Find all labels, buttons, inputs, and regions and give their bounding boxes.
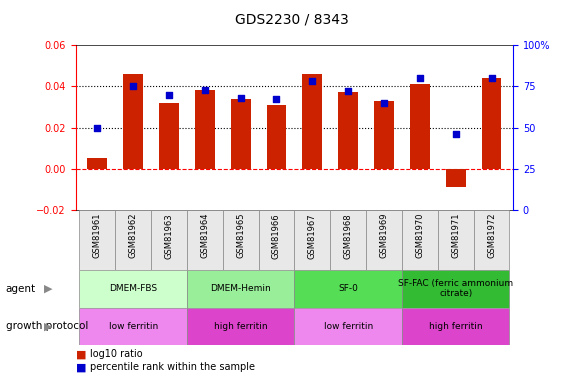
Text: GSM81967: GSM81967	[308, 213, 317, 259]
Text: log10 ratio: log10 ratio	[90, 350, 143, 359]
Bar	[374, 101, 394, 169]
Text: ■: ■	[76, 363, 86, 372]
Text: ▶: ▶	[44, 321, 52, 331]
Point	[487, 75, 496, 81]
Bar	[266, 105, 286, 169]
Text: SF-FAC (ferric ammonium
citrate): SF-FAC (ferric ammonium citrate)	[398, 279, 513, 298]
Bar	[294, 308, 402, 345]
Point	[272, 96, 281, 102]
Point	[236, 95, 245, 101]
Bar	[259, 210, 294, 270]
Text: GSM81965: GSM81965	[236, 213, 245, 258]
Point	[343, 88, 353, 94]
Point	[451, 131, 461, 137]
Bar	[187, 308, 294, 345]
Bar	[195, 90, 215, 169]
Text: DMEM-Hemin: DMEM-Hemin	[210, 284, 271, 293]
Text: GSM81970: GSM81970	[415, 213, 424, 258]
Text: GSM81966: GSM81966	[272, 213, 281, 259]
Bar	[79, 308, 187, 345]
Point	[93, 124, 102, 130]
Text: SF-0: SF-0	[338, 284, 358, 293]
Bar	[231, 99, 251, 169]
Bar	[446, 169, 466, 188]
Point	[380, 100, 389, 106]
Bar	[482, 78, 501, 169]
Bar	[223, 210, 259, 270]
Bar	[303, 74, 322, 169]
Text: agent: agent	[6, 284, 36, 294]
Text: low ferritin: low ferritin	[324, 322, 373, 331]
Bar	[187, 210, 223, 270]
Text: GSM81961: GSM81961	[93, 213, 102, 258]
Bar	[366, 210, 402, 270]
Point	[200, 87, 209, 93]
Text: percentile rank within the sample: percentile rank within the sample	[90, 363, 255, 372]
Text: high ferritin: high ferritin	[214, 322, 268, 331]
Text: GSM81962: GSM81962	[129, 213, 138, 258]
Point	[308, 78, 317, 84]
Bar	[402, 270, 510, 308]
Text: low ferritin: low ferritin	[108, 322, 158, 331]
Bar	[151, 210, 187, 270]
Bar	[402, 308, 510, 345]
Text: high ferritin: high ferritin	[429, 322, 483, 331]
Text: GSM81972: GSM81972	[487, 213, 496, 258]
Text: ▶: ▶	[44, 284, 52, 294]
Bar	[294, 270, 402, 308]
Point	[164, 92, 174, 98]
Bar	[79, 270, 187, 308]
Bar	[402, 210, 438, 270]
Point	[415, 75, 424, 81]
Bar	[438, 210, 473, 270]
Bar	[410, 84, 430, 169]
Text: GSM81969: GSM81969	[380, 213, 388, 258]
Bar	[115, 210, 151, 270]
Bar	[330, 210, 366, 270]
Bar	[473, 210, 510, 270]
Text: ■: ■	[76, 350, 86, 359]
Text: GSM81964: GSM81964	[201, 213, 209, 258]
Bar	[294, 210, 330, 270]
Text: DMEM-FBS: DMEM-FBS	[109, 284, 157, 293]
Bar	[159, 103, 179, 169]
Bar	[123, 74, 143, 169]
Text: GSM81968: GSM81968	[343, 213, 353, 259]
Bar	[187, 270, 294, 308]
Text: growth protocol: growth protocol	[6, 321, 88, 331]
Point	[128, 83, 138, 89]
Bar	[338, 93, 358, 169]
Text: GSM81963: GSM81963	[164, 213, 174, 259]
Text: GSM81971: GSM81971	[451, 213, 460, 258]
Text: GDS2230 / 8343: GDS2230 / 8343	[234, 12, 349, 26]
Bar	[79, 210, 115, 270]
Bar	[87, 158, 107, 169]
